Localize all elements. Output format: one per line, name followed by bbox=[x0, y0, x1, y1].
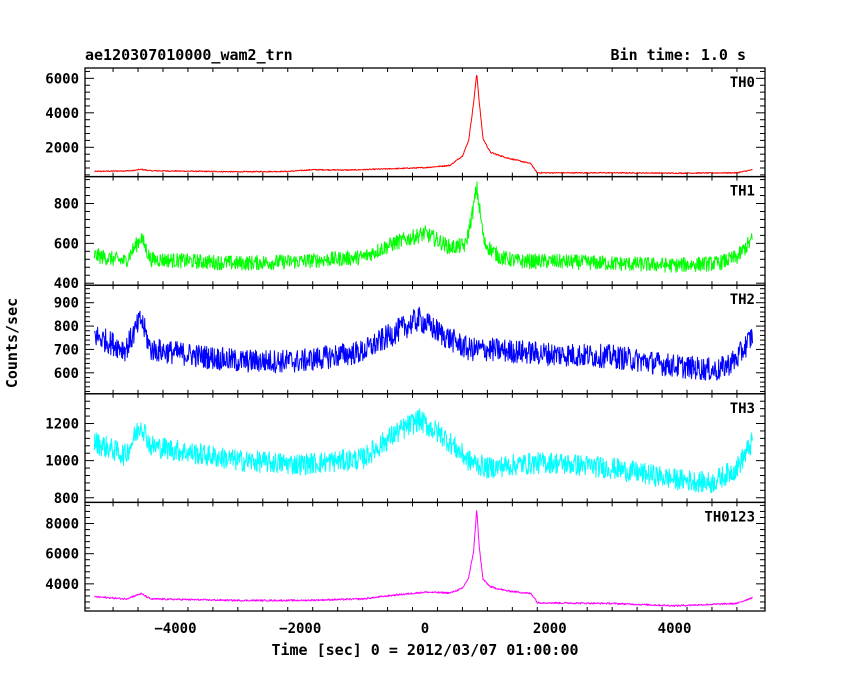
y-tick-label: 600 bbox=[54, 236, 79, 252]
y-tick-label: 4000 bbox=[45, 577, 79, 593]
bin-time-label: Bin time: 1.0 s bbox=[611, 46, 746, 64]
panel-label-th0: TH0 bbox=[730, 75, 755, 91]
panel-th0: 2000 4000 6000 TH0 bbox=[45, 67, 766, 178]
chart-title: ae120307010000_wam2_trn bbox=[85, 46, 293, 64]
series-th2-line bbox=[93, 306, 753, 381]
y-tick-label: 400 bbox=[54, 276, 79, 292]
panel-label-th3: TH3 bbox=[730, 401, 755, 417]
y-tick-label: 2000 bbox=[45, 140, 79, 156]
panel-th0123: 4000 6000 8000 TH0123 bbox=[45, 501, 766, 612]
y-tick-label: 800 bbox=[54, 197, 79, 213]
panel-label-th1: TH1 bbox=[730, 184, 755, 200]
x-tick-label: 2000 bbox=[533, 621, 567, 637]
panel-th3: 800 1000 1200 TH3 bbox=[45, 393, 766, 507]
panel-th2: 600 700 800 900 TH2 bbox=[54, 284, 766, 395]
y-tick-label: 8000 bbox=[45, 517, 79, 533]
panel-label-th2: TH2 bbox=[730, 292, 755, 308]
x-tick-label: −4000 bbox=[154, 621, 196, 637]
y-axis-label: Counts/sec bbox=[3, 298, 21, 388]
x-tick-label: 0 bbox=[421, 621, 429, 637]
series-th0123-line bbox=[94, 510, 753, 607]
y-tick-label: 1000 bbox=[45, 454, 79, 470]
panel-frame bbox=[84, 67, 766, 178]
y-tick-label: 800 bbox=[54, 491, 79, 507]
panel-label-th0123: TH0123 bbox=[704, 509, 755, 525]
series-th1-line bbox=[93, 181, 753, 273]
y-tick-label: 1200 bbox=[45, 417, 79, 433]
series-th0-line bbox=[94, 74, 753, 175]
y-tick-label: 700 bbox=[54, 342, 79, 358]
panel-frame bbox=[84, 501, 766, 612]
x-tick-label: −2000 bbox=[279, 621, 321, 637]
series-th3-line bbox=[93, 408, 753, 494]
y-tick-label: 900 bbox=[54, 296, 79, 312]
y-tick-label: 600 bbox=[54, 366, 79, 382]
chart-panels: 2000 4000 6000 TH0 400 600 800 TH1 600 700 800 900 T… bbox=[45, 67, 766, 637]
panel-frame bbox=[84, 284, 766, 395]
y-tick-label: 6000 bbox=[45, 71, 79, 87]
panel-th1: 400 600 800 TH1 bbox=[54, 175, 766, 292]
x-tick-label: 4000 bbox=[658, 621, 692, 637]
y-tick-label: 6000 bbox=[45, 547, 79, 563]
y-tick-label: 800 bbox=[54, 319, 79, 335]
x-axis-label: Time [sec] 0 = 2012/03/07 01:00:00 bbox=[271, 641, 578, 659]
y-tick-label: 4000 bbox=[45, 106, 79, 122]
panel-frame bbox=[84, 393, 766, 504]
